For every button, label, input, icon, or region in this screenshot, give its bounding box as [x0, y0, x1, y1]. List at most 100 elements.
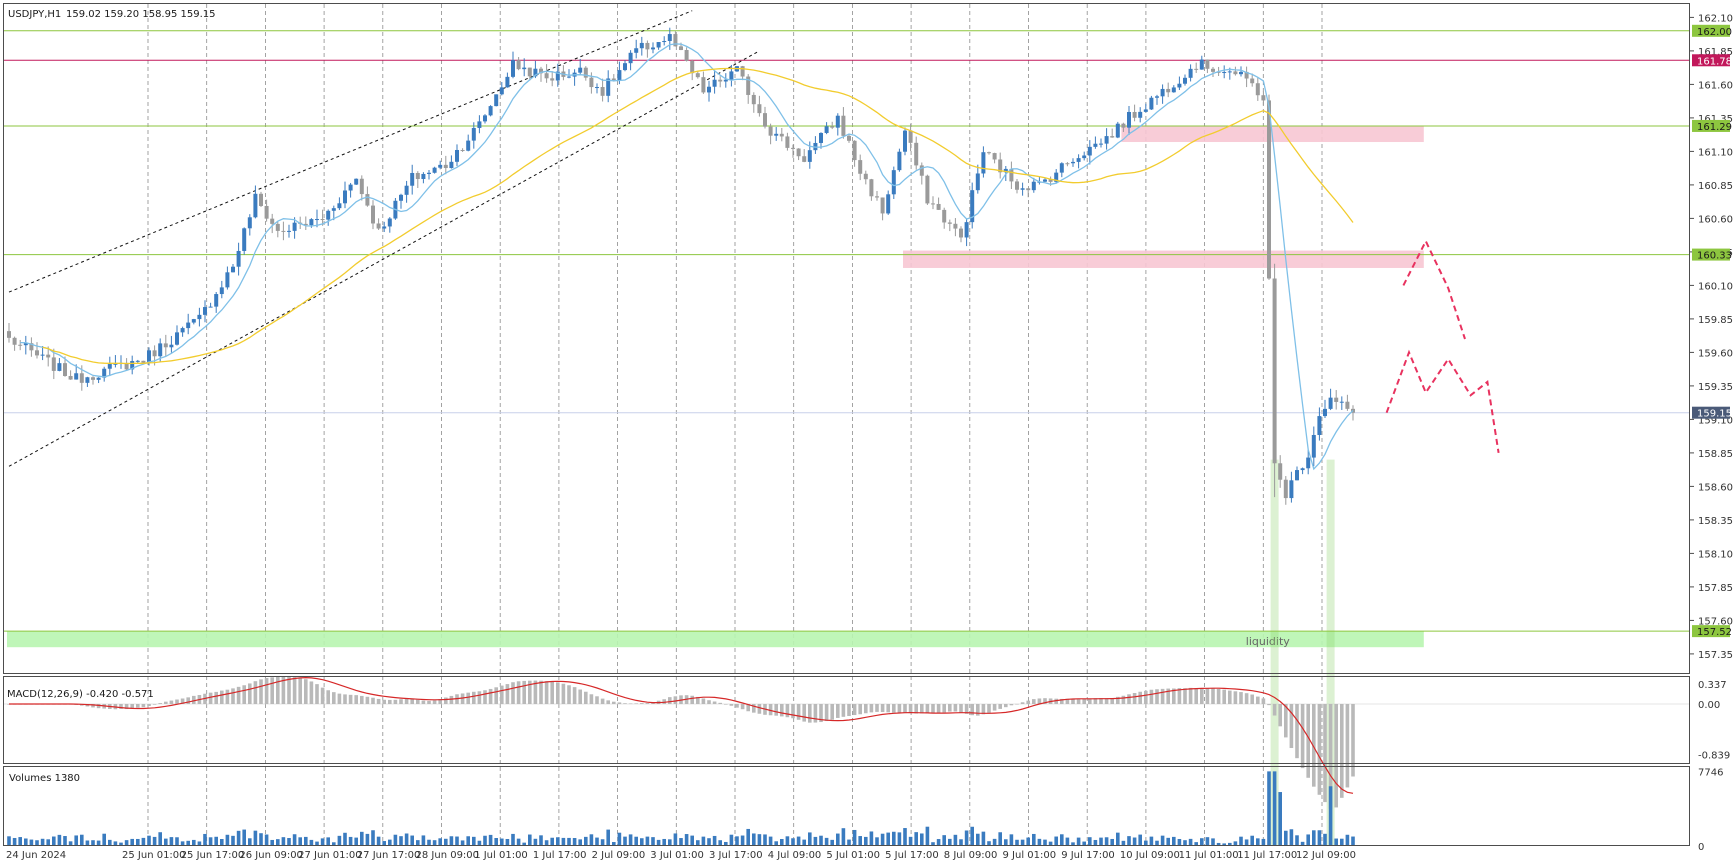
volume-bar [544, 840, 549, 846]
price-level-badge-text: 157.52 [1697, 627, 1732, 638]
volume-tick-label: 0 [1698, 842, 1704, 853]
candle-bullish [488, 106, 493, 116]
macd-histogram-bar [326, 690, 330, 704]
macd-histogram-bar [337, 693, 342, 704]
candle-bullish [421, 173, 426, 179]
volume-bar [707, 838, 711, 846]
macd-histogram-bar [869, 704, 874, 713]
candle-bullish [1115, 123, 1120, 138]
candle-bearish [785, 136, 790, 148]
volume-bar [214, 836, 218, 846]
volume-bar [287, 838, 291, 846]
macd-histogram-bar [752, 704, 756, 713]
candle-bearish [847, 135, 851, 141]
volume-bar [298, 837, 302, 846]
macd-histogram-bar [371, 697, 375, 704]
volume-bar [264, 834, 269, 846]
macd-histogram-bar [589, 694, 594, 704]
macd-histogram-bar [399, 699, 403, 704]
volume-bar [942, 835, 946, 846]
macd-histogram-bar [1015, 703, 1019, 705]
macd-histogram-bar [970, 704, 974, 716]
volume-bar [561, 837, 566, 846]
volume-bar [1149, 836, 1154, 846]
macd-histogram-bar [147, 704, 151, 707]
macd-histogram-bar [612, 701, 616, 704]
candle-bearish [1015, 181, 1019, 190]
macd-histogram-bar [1127, 694, 1131, 704]
macd-histogram-bar [528, 680, 532, 704]
volume-bar [656, 839, 661, 846]
candle-bullish [438, 164, 443, 168]
candle-bullish [404, 185, 409, 195]
candle-bearish [740, 66, 745, 77]
volume-bar [1177, 838, 1182, 846]
price-level-badge [1692, 119, 1730, 132]
x-tick-label: 5 Jul 17:00 [885, 850, 939, 861]
volume-bar [617, 832, 622, 846]
candle-bullish [483, 115, 487, 122]
x-tick-label: 12 Jul 09:00 [1296, 850, 1356, 861]
volume-bar [1132, 837, 1137, 846]
volume-bar [1032, 833, 1036, 846]
candle-bearish [987, 152, 991, 154]
volume-bar [1160, 835, 1165, 846]
macd-histogram-bar [494, 687, 498, 704]
volume-bar [724, 841, 728, 846]
volume-bar [718, 840, 722, 846]
macd-histogram-bar [707, 700, 711, 704]
candle-bullish [1076, 158, 1081, 162]
candle-bearish [1345, 401, 1350, 409]
volume-bar [1166, 837, 1170, 846]
price-level-badge [1692, 54, 1730, 67]
macd-histogram-bar [1160, 688, 1165, 704]
volume-bar [1071, 842, 1075, 846]
candle-bearish [880, 197, 885, 214]
macd-histogram-bar [1009, 704, 1014, 706]
volume-bar [399, 836, 403, 846]
candle-bearish [303, 223, 308, 226]
x-tick-label: 5 Jul 01:00 [826, 850, 880, 861]
candle-bullish [331, 208, 336, 211]
volume-bar [248, 838, 252, 846]
price-level-badge [1692, 248, 1730, 261]
candle-bullish [634, 48, 639, 53]
volume-bar [1334, 838, 1338, 846]
macd-histogram-bar [640, 703, 644, 704]
candle-bullish [1099, 143, 1103, 145]
macd-histogram-bar [533, 680, 538, 704]
volume-bar [360, 831, 364, 846]
volume-bar [589, 834, 594, 846]
macd-histogram-bar [427, 700, 431, 704]
candle-bullish [505, 76, 510, 88]
candle-bearish [1255, 83, 1260, 96]
candle-bullish [975, 173, 980, 191]
candle-bearish [12, 337, 17, 345]
volume-bar [1037, 838, 1042, 846]
macd-histogram-bar [920, 704, 924, 714]
macd-histogram-bar [830, 704, 834, 720]
candle-bullish [1311, 434, 1316, 458]
macd-histogram-bar [85, 704, 90, 707]
candle-bearish [376, 223, 381, 229]
candle-bullish [1295, 470, 1299, 481]
macd-histogram-bar [673, 696, 678, 704]
x-tick-label: 26 Jun 09:00 [239, 850, 303, 861]
macd-histogram-bar [1222, 689, 1226, 704]
volume-bar [180, 841, 185, 846]
volume-bar [371, 830, 375, 846]
volume-bar [600, 839, 605, 846]
volume-bar [1345, 834, 1350, 846]
volume-bar [96, 840, 101, 846]
volume-bar [1104, 837, 1109, 846]
macd-histogram-bar [421, 700, 426, 704]
candle-bearish [1334, 397, 1339, 402]
macd-histogram-bar [802, 704, 806, 722]
candle-bullish [135, 360, 140, 362]
volume-bar [774, 841, 778, 846]
volume-bar [1043, 839, 1047, 846]
macd-histogram-bar [1076, 699, 1081, 704]
volume-bar [964, 830, 969, 846]
